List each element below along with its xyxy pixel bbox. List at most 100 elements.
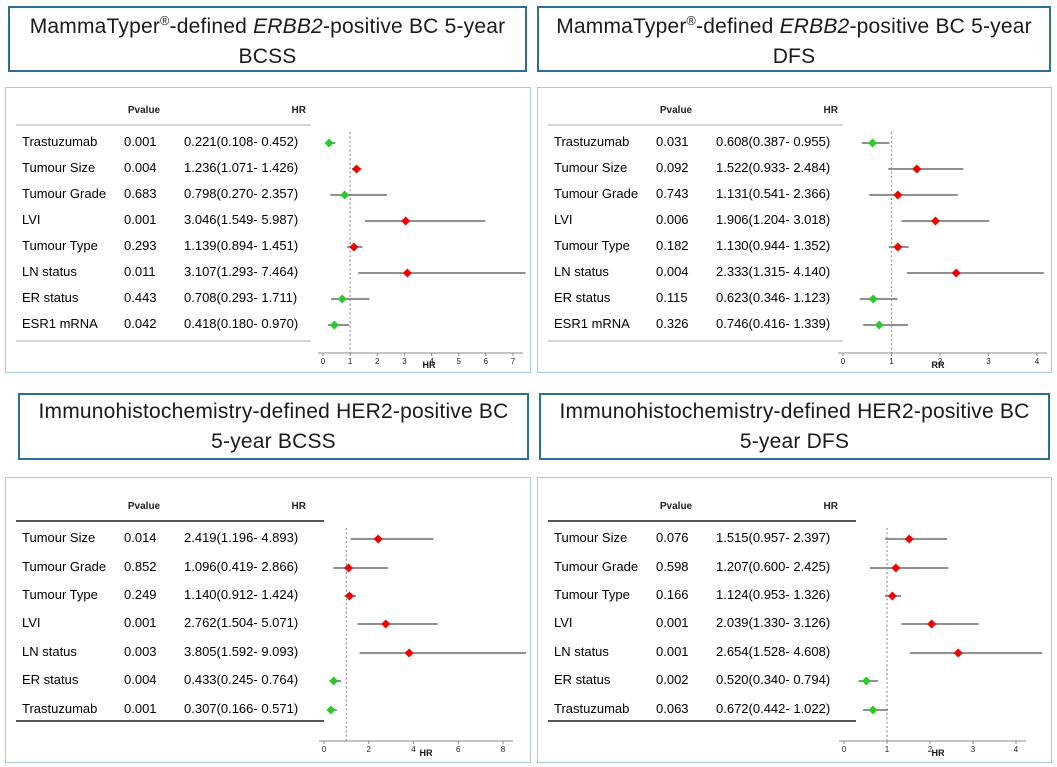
row-hr-ci: 0.746(0.416- 1.339) [716,316,831,331]
hr-diamond [912,164,922,174]
row-label: ER status [554,672,611,687]
hr-diamond [345,591,355,601]
hr-diamond [373,534,383,544]
column-header-hr: HR [823,105,838,116]
table-rows: Trastuzumab 0.001 0.221(0.108- 0.452) Tumou… [6,88,530,372]
panel-title-text: MammaTyper®-defined ERBB2-positive BC 5-… [545,6,1043,72]
row-label: LVI [554,615,573,630]
row-label: ESR1 mRNA [554,316,630,331]
hr-diamond [904,534,914,544]
row-hr-ci: 0.798(0.270- 2.357) [184,186,299,201]
title-segment: -positive BC 5-year BCSS [238,15,506,68]
row-label: Tumour Size [22,160,96,175]
row-pvalue: 0.743 [656,186,689,201]
x-axis-label: HR [423,360,436,370]
row-pvalue: 0.598 [656,559,689,574]
row-pvalue: 0.092 [656,160,689,175]
row-pvalue: 0.001 [656,644,689,659]
hr-diamond [337,294,347,304]
row-pvalue: 0.683 [124,186,157,201]
hr-diamond [927,619,937,629]
row-pvalue: 0.326 [656,316,689,331]
row-hr-ci: 1.236(1.071- 1.426) [184,160,299,175]
row-hr-ci: 1.131(0.541- 2.366) [716,186,831,201]
panel-title-ihc-bcss: Immunohistochemistry-defined HER2-positi… [18,393,529,460]
column-header-hr: HR [823,501,838,512]
row-pvalue: 0.852 [124,559,157,574]
row-hr-ci: 2.419(1.196- 4.893) [184,530,299,545]
row-hr-ci: 3.046(1.549- 5.987) [184,212,299,227]
title-segment: MammaTyper [29,15,161,38]
row-label: ER status [554,290,611,305]
hr-diamond [404,648,414,658]
row-pvalue: 0.004 [124,160,157,175]
row-hr-ci: 0.672(0.442- 1.022) [716,701,831,716]
hr-diamond [953,648,963,658]
hr-diamond [349,242,359,252]
column-header-hr: HR [291,501,306,512]
axis-tick-label: 1 [885,745,890,754]
row-label: Tumour Grade [554,186,639,201]
title-segment: Immunohistochemistry-defined HER2-positi… [38,399,509,453]
row-label: Trastuzumab [554,134,630,149]
row-label: LVI [554,212,573,227]
hr-diamond [326,705,336,715]
hr-diamond [324,138,334,148]
axis-tick-label: 5 [456,357,461,366]
axis-tick-label: 4 [429,357,434,366]
row-pvalue: 0.031 [656,134,689,149]
row-label: LVI [22,615,41,630]
axis-tick-label: 0 [842,745,847,754]
row-hr-ci: 1.522(0.933- 2.484) [716,160,831,175]
axis-tick-label: 6 [456,745,461,754]
row-hr-ci: 2.762(1.504- 5.071) [184,615,299,630]
axis-tick-label: 8 [501,745,506,754]
hr-diamond [874,320,884,330]
hr-diamond [891,563,901,573]
row-hr-ci: 2.654(1.528- 4.608) [716,644,831,659]
row-pvalue: 0.004 [124,672,157,687]
column-header-pvalue: Pvalue [127,105,161,116]
panel-title-ihc-dfs: Immunohistochemistry-defined HER2-positi… [539,393,1050,460]
row-label: ER status [22,290,79,305]
axis-tick-label: 4 [411,745,416,754]
row-pvalue: 0.002 [656,672,689,687]
row-hr-ci: 1.207(0.600- 2.425) [716,559,831,574]
forest-plot-panel-ihc-dfs: Pvalue HR Tumour Size 0.076 1.515(0.957- 2… [537,477,1052,763]
row-label: LN status [554,264,609,279]
column-header-pvalue: Pvalue [659,501,693,512]
forest-plot-svg: 0 1 2 3 4 HR [548,520,1043,758]
hr-diamond [329,320,339,330]
axis-tick-label: 2 [928,745,933,754]
forest-plot-svg: 0 1 2 3 4 5 6 7 HR [16,124,526,370]
row-hr-ci: 1.906(1.204- 3.018) [716,212,831,227]
row-pvalue: 0.006 [656,212,689,227]
row-pvalue: 0.063 [656,701,689,716]
row-label: ER status [22,672,79,687]
row-pvalue: 0.001 [124,615,157,630]
hr-diamond [951,268,961,278]
axis-tick-label: 3 [986,357,991,366]
row-label: Tumour Size [22,530,96,545]
row-label: Tumour Grade [554,559,639,574]
axis-tick-label: 0 [321,357,326,366]
x-axis-label: HR [420,748,433,758]
row-pvalue: 0.443 [124,290,157,305]
row-pvalue: 0.001 [124,134,157,149]
row-hr-ci: 1.096(0.419- 2.866) [184,559,299,574]
axis-tick-label: 2 [938,357,943,366]
row-hr-ci: 1.130(0.944- 1.352) [716,238,831,253]
axis-tick-label: 0 [322,745,327,754]
row-label: ESR1 mRNA [22,316,98,331]
title-segment: -positive BC 5-year DFS [772,15,1032,68]
hr-diamond [381,619,391,629]
column-header-pvalue: Pvalue [659,105,693,116]
axis-tick-label: 6 [484,357,489,366]
hr-diamond [887,591,897,601]
row-hr-ci: 0.520(0.340- 0.794) [716,672,831,687]
row-pvalue: 0.115 [656,290,688,305]
axis-tick-label: 1 [889,357,894,366]
row-label: Tumour Type [554,238,630,253]
title-segment: ® [686,14,697,28]
row-label: LN status [554,644,609,659]
